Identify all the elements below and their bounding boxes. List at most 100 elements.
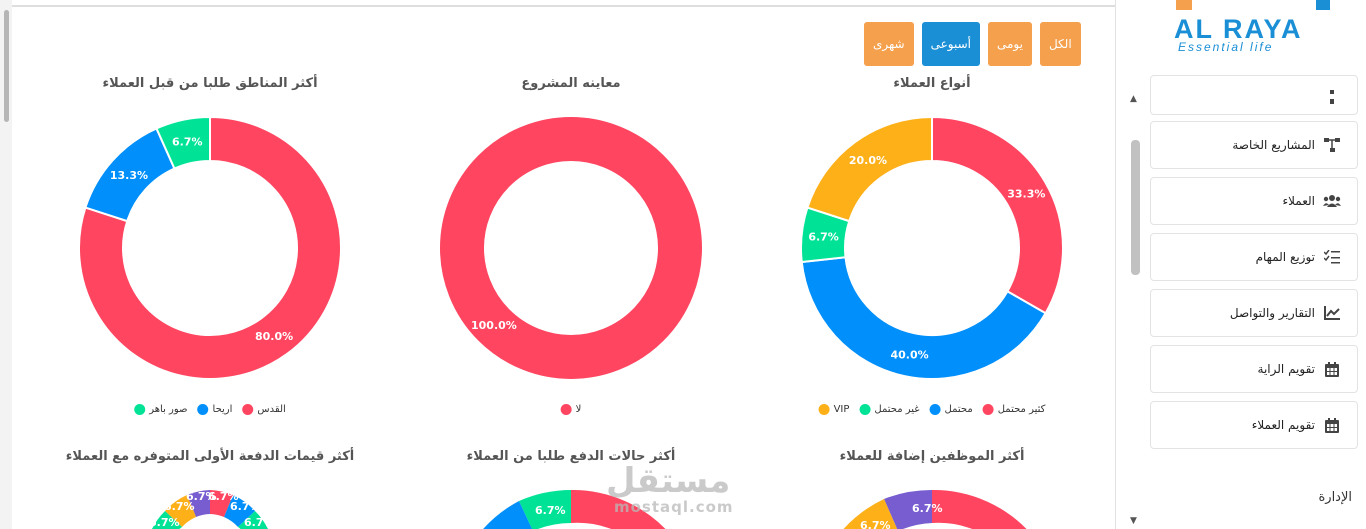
calendar-icon [1323,360,1341,378]
legend-item[interactable]: لا [560,404,582,415]
project-inspection-donut: 100.0% [440,117,702,379]
project-inspection-title: معاينه المشروع [521,76,621,91]
legend-label: صور باهر [149,404,188,415]
donut-slice[interactable] [931,115,1064,315]
sidebar-item-label: العملاء [1282,194,1315,208]
watermark-arabic: مستقل [606,461,731,501]
top-divider [12,5,1116,7]
al-raya-logo[interactable]: AL RAYA Essential life [1168,0,1338,60]
slice-label: 6.7% [244,516,275,529]
legend-label: VIP [833,404,850,415]
filter-monthly-button[interactable]: شهرى [864,22,914,66]
legend-item[interactable]: محتمل [929,404,973,415]
main-scrollbar-thumb[interactable] [4,10,9,122]
filter-daily-button[interactable]: يومى [987,22,1032,66]
legend-dot [134,404,146,415]
slice-label: 6.7% [860,519,891,529]
legend-label: لا [575,404,582,415]
donut-slice [519,490,571,529]
sidebar-item-label: تقويم الراية [1257,362,1315,376]
dashboard-main: شهرى أسبوعى يومى الكل أنواع العملاء 33.3… [0,0,1116,529]
customer-types-legend: VIP غير محتمل محتمل كثير محتمل [818,404,1046,415]
legend-item[interactable]: اريحا [197,404,233,415]
main-right-border [1115,0,1116,529]
customer-types-title: أنواع العملاء [893,76,971,91]
filter-weekly-button[interactable]: أسبوعى [921,22,980,66]
donut-slice [224,495,255,527]
slice-label: 20.0% [849,154,887,167]
legend-dot [560,404,572,415]
top-regions-donut: 80.0% 13.3% 6.7% [78,115,342,380]
top-employees-donut-partial: 6.7% 6.7% [843,489,1027,529]
legend-item[interactable]: القدس [242,404,286,415]
legend-item[interactable]: كثير محتمل [982,404,1046,415]
top-employees-title: أكثر الموظفين إضافة للعملاء [839,449,1025,464]
payment-status-donut-partial: 6.7% [483,489,666,529]
legend-dot [859,404,871,415]
main-scrollbar[interactable] [0,0,12,529]
slice-label: 13.3% [110,169,148,182]
logo-roof-orange [1176,0,1192,10]
top-regions-legend: صور باهر اريحا القدس [134,404,286,415]
donut-slice[interactable] [440,117,702,379]
period-filter-group: شهرى أسبوعى يومى الكل [864,22,1081,66]
sidebar-item-label: المشاريع الخاصة [1232,138,1315,152]
customer-types-donut: 33.3% 40.0% 6.7% 20.0% [800,115,1064,380]
slice-label: 6.7% [535,504,566,517]
slice-label: 6.7% [208,490,239,503]
watermark: مستقل mostaql.com [606,464,734,516]
filter-all-button[interactable]: الكل [1039,22,1081,66]
sidebar-item-reports[interactable]: التقارير والتواصل [1150,289,1358,337]
down-payment-values-donut-partial: 6.7% 6.7% 6.7% 6.7% 6.7% 6.7% [149,490,275,529]
slice-label: 33.3% [1007,187,1045,200]
legend-item[interactable]: صور باهر [134,404,188,415]
slice-label: 6.7% [172,135,203,148]
donut-slice [152,511,182,529]
sidebar-item-task-distribution[interactable]: توزيع المهام [1150,233,1358,281]
sidebar-item-private-projects[interactable]: المشاريع الخاصة [1150,121,1358,169]
scroll-up-arrow-icon[interactable]: ▲ [1130,94,1137,104]
legend-label: غير محتمل [874,404,920,415]
sidebar-scrollbar-thumb[interactable] [1131,140,1140,275]
legend-label: اريحا [212,404,233,415]
down-payment-values-title: أكثر قيمات الدفعة الأولى المتوفره مع الع… [65,449,355,464]
donut-slice[interactable] [800,256,1047,380]
slice-label: 6.7% [808,231,839,244]
bar-icon [1323,88,1341,106]
donut-slice[interactable] [806,115,933,223]
donut-slice [843,499,898,529]
sidebar-scrollbar[interactable]: ▲ ▼ [1130,90,1144,529]
legend-item[interactable]: غير محتمل [859,404,920,415]
slice-label: 40.0% [890,349,928,362]
legend-label: القدس [257,404,286,415]
sidebar-item-raya-calendar[interactable]: تقويم الراية [1150,345,1358,393]
admin-section-label: الإدارة [1318,490,1352,505]
slice-label: 6.7% [164,500,195,513]
calendar-icon [1323,416,1341,434]
slice-label: 6.7% [230,500,261,513]
donut-slice [571,489,666,529]
watermark-latin: mostaql.com [614,498,734,516]
donut-slice [932,489,1027,529]
donut-slice [884,489,932,529]
slice-label: 6.7% [149,516,180,529]
legend-label: محتمل [944,404,973,415]
users-icon [1323,192,1341,210]
sidebar: AL RAYA Essential life ▲ ▼ المشاريع الخا… [1130,0,1366,529]
logo-roof-blue [1316,0,1330,10]
logo-brand: AL RAYA [1174,14,1303,44]
legend-label: كثير محتمل [997,404,1046,415]
sidebar-item-customers[interactable]: العملاء [1150,177,1358,225]
donut-slice[interactable] [155,115,211,170]
sidebar-item-customers-calendar[interactable]: تقويم العملاء [1150,401,1358,449]
payment-status-title: أكثر حالات الدفع طلبا من العملاء [466,449,676,464]
legend-item[interactable]: VIP [818,404,850,415]
legend-dot [197,404,209,415]
donut-slice[interactable] [78,115,342,380]
scroll-down-arrow-icon[interactable]: ▼ [1130,516,1137,526]
donut-slice [483,501,533,529]
legend-dot [818,404,830,415]
sidebar-item-partial[interactable] [1150,75,1358,115]
sitemap-icon [1323,136,1341,154]
sidebar-item-label: تقويم العملاء [1251,418,1315,432]
